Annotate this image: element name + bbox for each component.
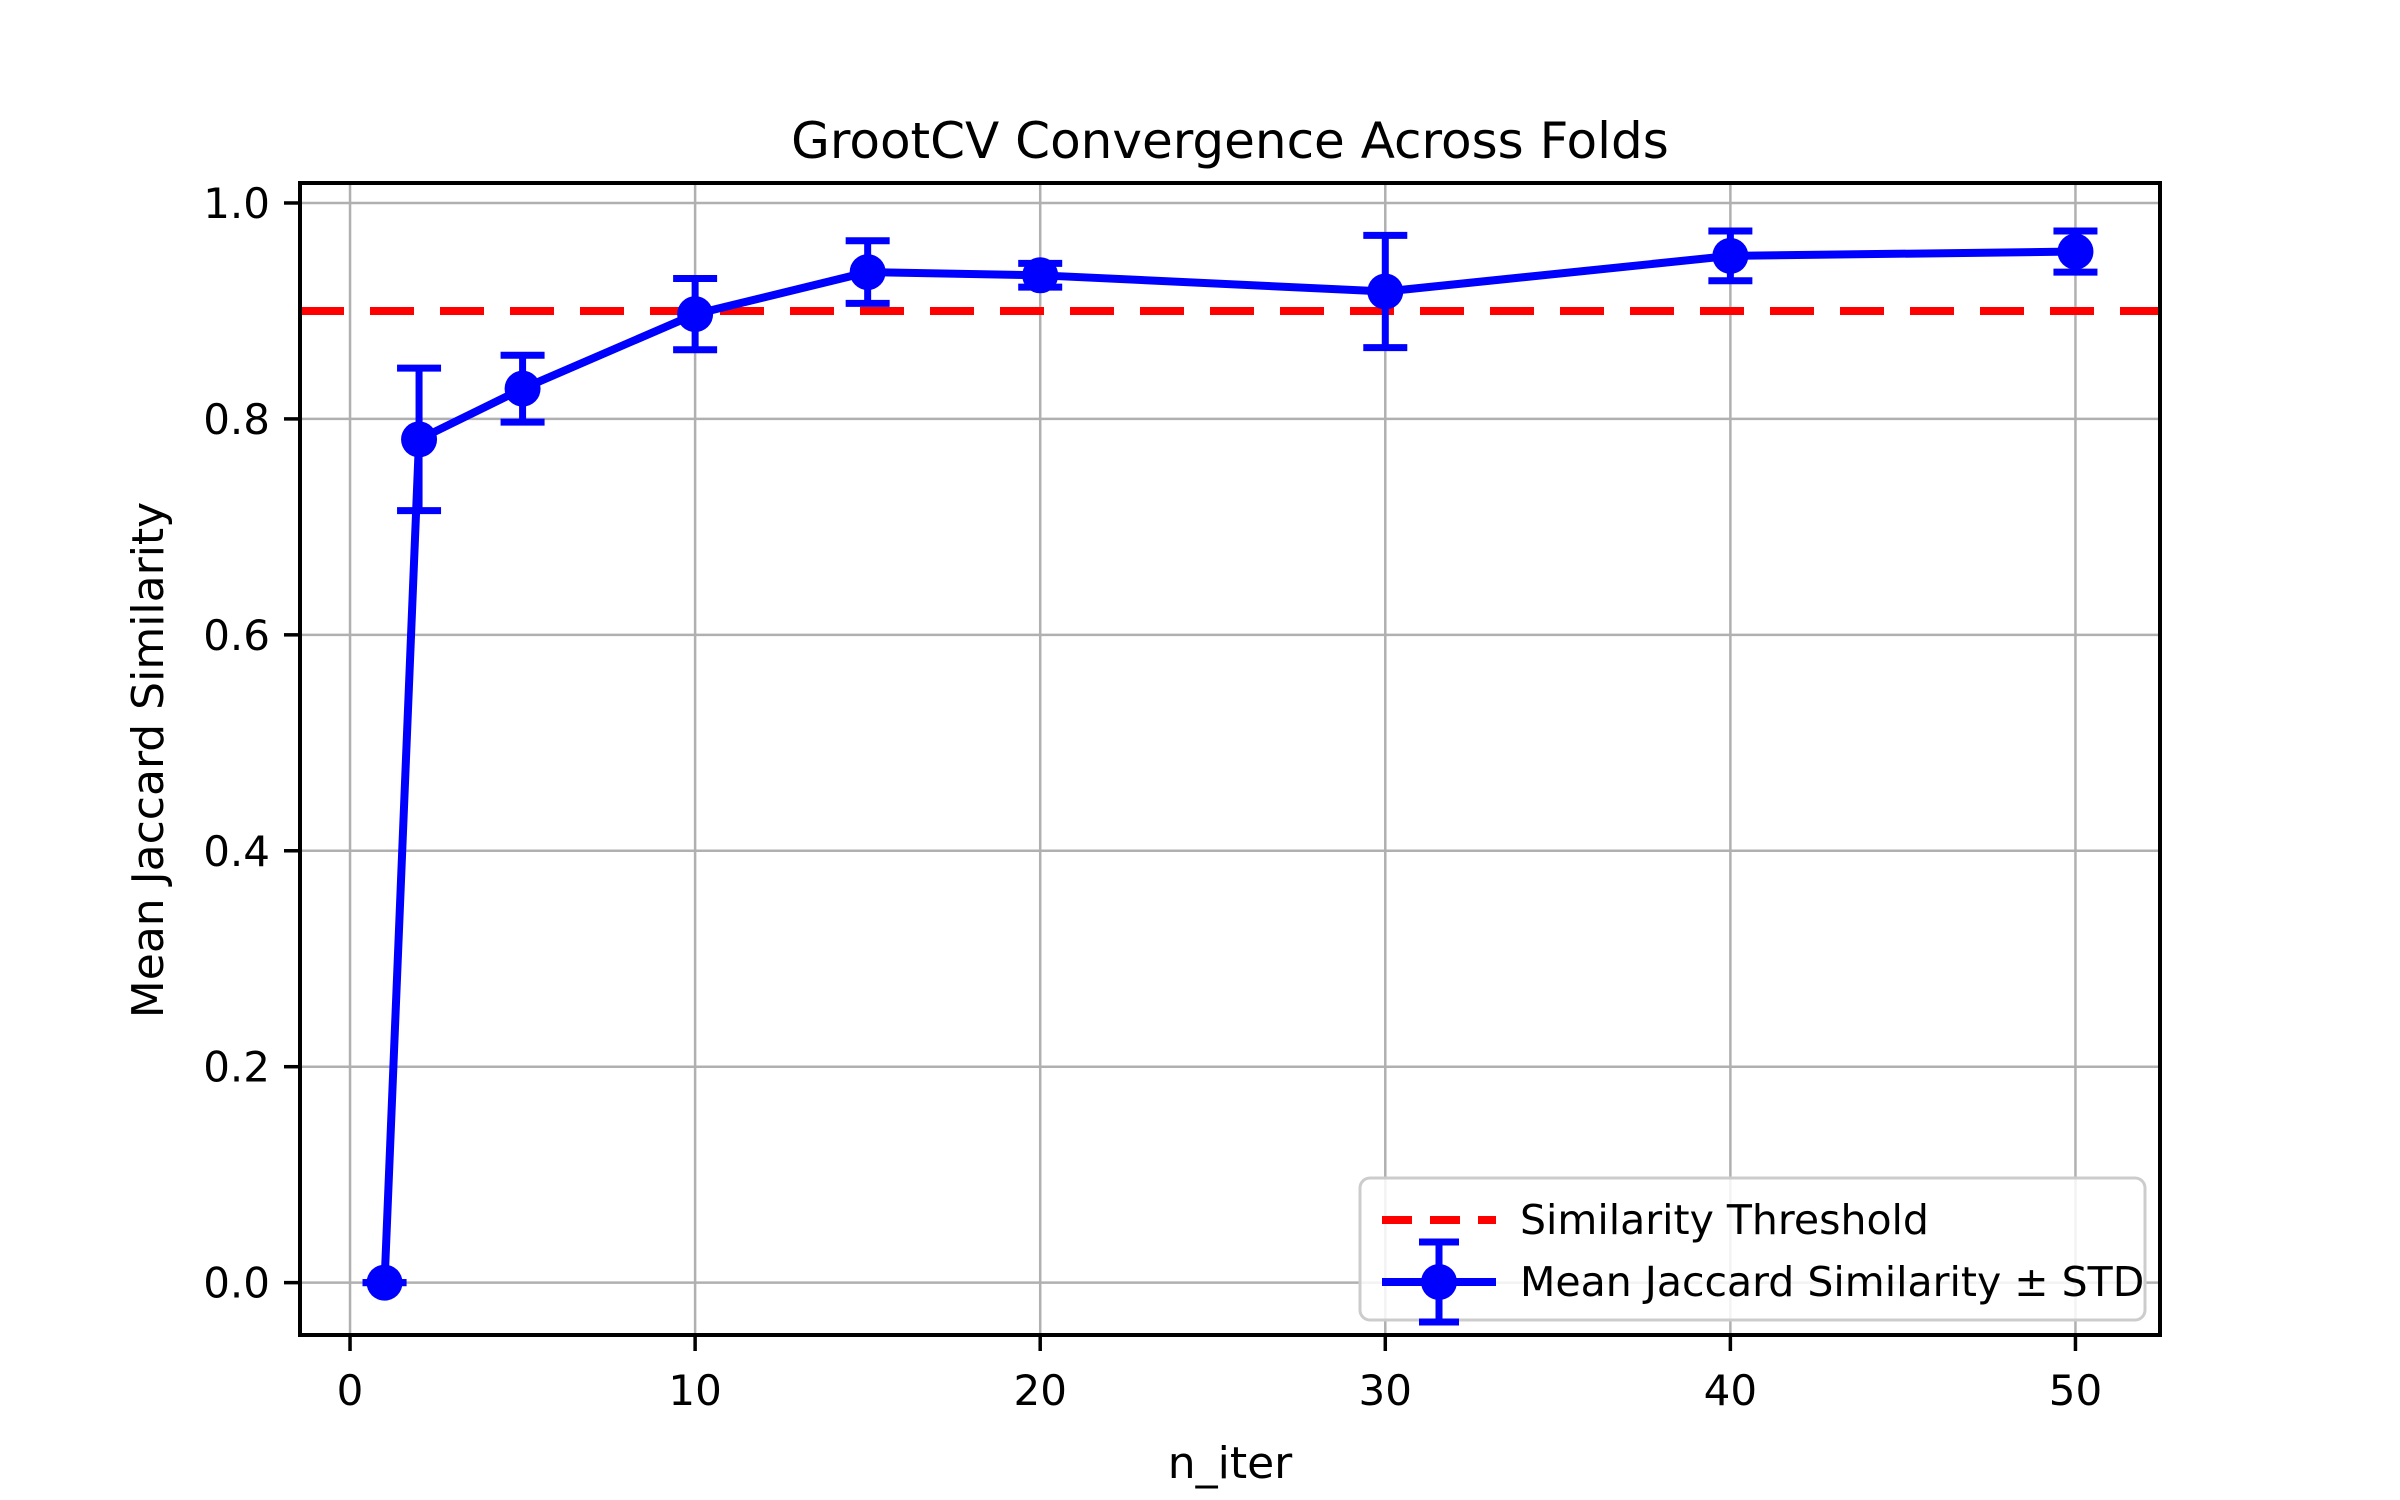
x-tick-label: 40 — [1704, 1366, 1757, 1415]
x-axis-label: n_iter — [1168, 1438, 1293, 1489]
legend-threshold-label: Similarity Threshold — [1520, 1196, 1929, 1244]
legend-series-label: Mean Jaccard Similarity ± STD — [1520, 1258, 2144, 1306]
y-tick-label: 0.0 — [203, 1259, 270, 1308]
data-point-marker — [504, 370, 541, 407]
legend: Similarity Threshold Mean Jaccard Similar… — [1358, 1176, 2147, 1326]
x-tick-label: 0 — [337, 1366, 364, 1415]
data-point-marker — [401, 421, 438, 458]
data-series — [362, 227, 2098, 1301]
legend-box — [1358, 1176, 2147, 1322]
x-tick-label: 20 — [1013, 1366, 1066, 1415]
chart-title: GrootCV Convergence Across Folds — [791, 112, 1669, 170]
x-tick-label: 30 — [1359, 1366, 1412, 1415]
plot-border — [298, 181, 2162, 1337]
y-tick-label: 0.8 — [203, 395, 270, 444]
y-axis-label: Mean Jaccard Similarity — [123, 502, 174, 1018]
data-point-marker — [2057, 233, 2094, 270]
axes — [284, 181, 2162, 1351]
gridlines — [300, 183, 2160, 1335]
y-tick-label: 0.6 — [203, 611, 270, 660]
y-tick-label: 1.0 — [203, 179, 270, 228]
y-tick-label: 0.4 — [203, 827, 270, 876]
data-point-marker — [1712, 237, 1749, 274]
data-point-marker — [677, 296, 714, 333]
data-point-marker — [1367, 273, 1404, 310]
data-point-marker — [366, 1264, 403, 1301]
x-tick-label: 50 — [2049, 1366, 2102, 1415]
x-tick-label: 10 — [668, 1366, 721, 1415]
series-line — [380, 247, 2080, 1287]
tick-labels: 0 10 20 30 40 50 0.0 0.2 0.4 0.6 0.8 1.0 — [203, 179, 2102, 1415]
data-point-marker — [849, 254, 886, 291]
y-tick-label: 0.2 — [203, 1043, 270, 1092]
data-point-marker — [1022, 257, 1059, 294]
legend-series-marker — [1421, 1264, 1457, 1300]
